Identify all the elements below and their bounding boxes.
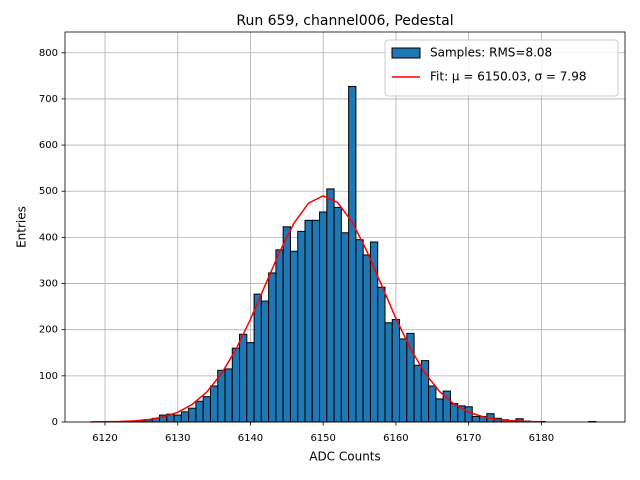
x-tick-label: 6180 <box>529 433 554 444</box>
x-tick-label: 6160 <box>383 433 408 444</box>
histogram-bar <box>209 385 219 423</box>
histogram-bar <box>348 85 357 423</box>
histogram-bar <box>391 319 401 423</box>
histogram-bar <box>326 188 335 423</box>
histogram-bar <box>275 249 284 423</box>
chart-title: Run 659, channel006, Pedestal <box>236 13 453 29</box>
histogram-bar <box>435 398 444 423</box>
plot-frame <box>64 31 626 423</box>
axes-layer: 6120 6130 6140 6150 6160 6170 6180 0 100 200 300 40… <box>39 48 554 444</box>
histogram-bar <box>464 406 473 423</box>
y-tick-label: 0 <box>52 417 58 428</box>
histogram-bar <box>311 219 321 423</box>
histogram-bar <box>428 385 437 423</box>
histogram-bar <box>268 272 277 423</box>
legend-label: Samples: RMS=8.08 <box>430 46 552 60</box>
legend-swatch <box>391 47 421 59</box>
histogram-bar <box>355 239 364 423</box>
histogram-bar <box>231 347 241 423</box>
histogram-bar <box>282 226 291 423</box>
histogram-bar <box>260 300 270 423</box>
y-tick-label: 500 <box>39 186 58 197</box>
y-tick-label: 100 <box>39 371 58 382</box>
legend: Samples: RMS=8.08 Fit: μ = 6150.03, σ = 7… <box>384 39 619 97</box>
histogram-bar <box>188 407 197 423</box>
histogram-bar <box>202 396 211 423</box>
x-tick-label: 6170 <box>456 433 481 444</box>
x-tick-label: 6120 <box>92 433 117 444</box>
histogram-bar <box>246 342 255 423</box>
histogram-bar <box>340 232 350 423</box>
histogram-bar <box>297 230 306 423</box>
x-tick-label: 6130 <box>165 433 190 444</box>
y-tick-label: 400 <box>39 232 58 243</box>
histogram-bar <box>180 411 190 423</box>
histogram-bar <box>304 219 313 423</box>
y-tick-label: 600 <box>39 140 58 151</box>
marks-layer <box>90 85 597 423</box>
histogram-bar <box>413 364 422 423</box>
histogram-bar <box>239 333 248 423</box>
histogram-bar <box>333 206 342 423</box>
x-tick-label: 6140 <box>238 433 263 444</box>
legend-box <box>384 39 619 97</box>
histogram-bar <box>377 286 386 423</box>
histogram-bar <box>319 211 328 423</box>
fit-line <box>90 195 542 423</box>
x-tick-label: 6150 <box>310 433 335 444</box>
y-tick-label: 800 <box>39 48 58 59</box>
histogram-bar <box>173 414 182 423</box>
histogram-bar <box>362 254 371 423</box>
histogram-bar <box>195 400 204 423</box>
y-tick-label: 300 <box>39 279 58 290</box>
histogram-bar <box>406 332 415 423</box>
histogram-bar <box>224 368 233 423</box>
histogram-bar <box>399 338 408 423</box>
histogram-bar <box>471 415 481 423</box>
histogram-bar <box>289 250 299 423</box>
y-axis-label: Entries <box>15 206 29 248</box>
histogram-bar <box>253 293 262 423</box>
y-tick-label: 700 <box>39 94 58 105</box>
legend-label: Fit: μ = 6150.03, σ = 7.98 <box>430 70 587 84</box>
histogram-bar <box>384 322 393 423</box>
y-tick-label: 200 <box>39 325 58 336</box>
x-axis-label: ADC Counts <box>309 450 381 464</box>
